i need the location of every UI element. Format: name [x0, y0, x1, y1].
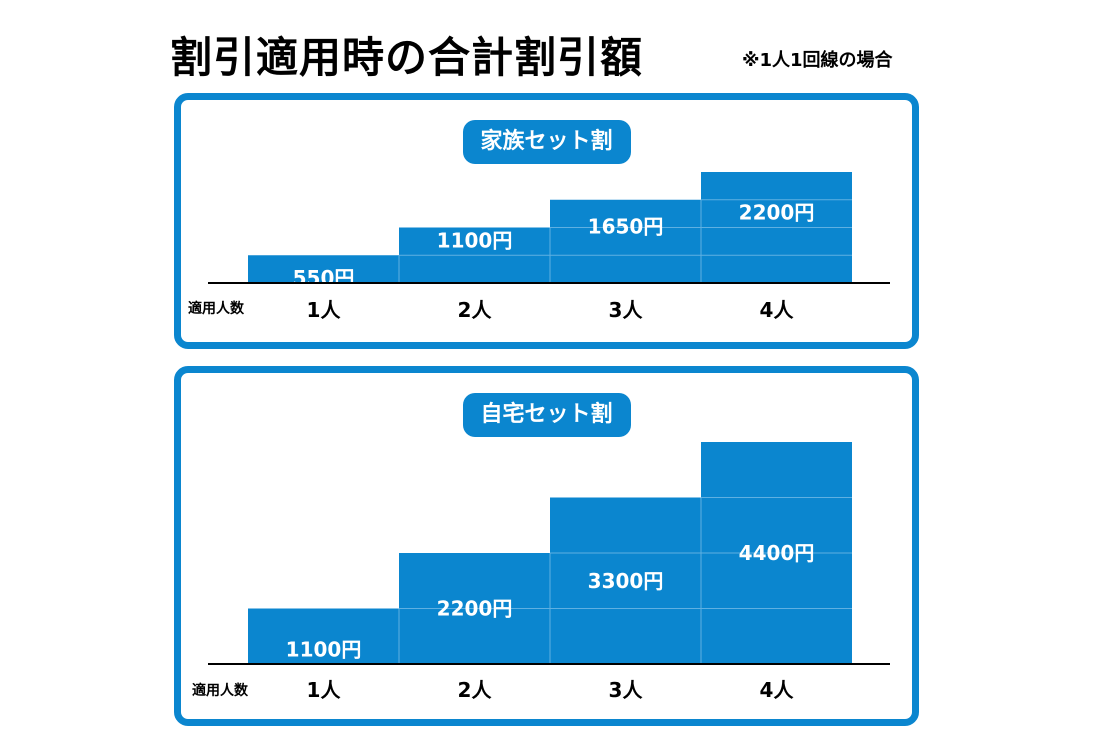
footnote: ※1人1回線の場合 [742, 50, 893, 71]
value-label-1-4: 2200円 [739, 201, 815, 225]
page-title: 割引適用時の合計割引額 [170, 33, 644, 82]
value-label-2-4: 4400円 [739, 541, 815, 565]
category-label-2-2: 2人 [458, 678, 493, 702]
category-label-2-4: 4人 [760, 678, 795, 702]
value-label-1-1: 550円 [293, 266, 355, 290]
value-label-1-2: 1100円 [437, 228, 513, 252]
value-label-1-3: 1650円 [588, 214, 664, 238]
category-label-1-3: 3人 [609, 298, 644, 322]
x-axis-title-2: 適用人数 [192, 682, 249, 699]
bar-1-3 [550, 199, 701, 283]
bar-1-1 [248, 255, 399, 283]
value-label-2-3: 3300円 [588, 569, 664, 593]
family-discount-panel: 家族セット割 [174, 93, 919, 349]
bar-2-3 [550, 497, 701, 664]
category-label-2-3: 3人 [609, 678, 644, 702]
category-label-1-1: 1人 [307, 298, 342, 322]
value-label-2-1: 1100円 [286, 637, 362, 661]
category-label-1-4: 4人 [760, 298, 795, 322]
value-label-2-2: 2200円 [437, 597, 513, 621]
x-axis-title-1: 適用人数 [188, 300, 245, 317]
home-discount-badge: 自宅セット割 [462, 393, 631, 437]
category-label-2-1: 1人 [307, 678, 342, 702]
bar-2-1 [248, 608, 399, 664]
category-label-1-2: 2人 [458, 298, 493, 322]
family-discount-badge: 家族セット割 [462, 120, 631, 164]
